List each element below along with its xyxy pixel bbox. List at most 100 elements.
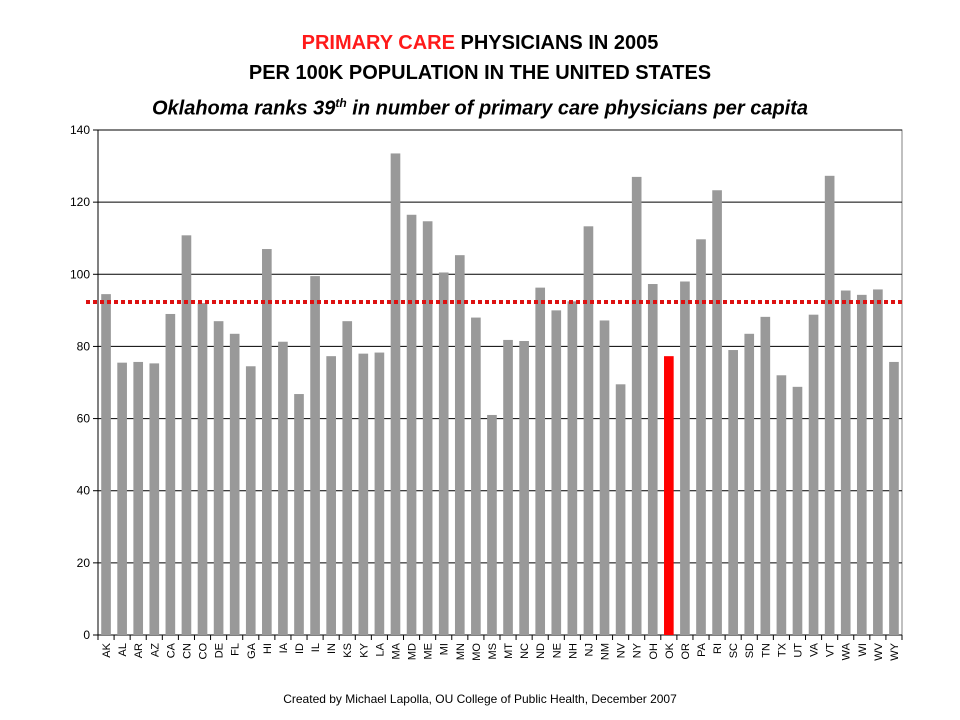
x-tick-label-ny: NY [632, 642, 644, 658]
x-tick-label-pa: PA [696, 642, 708, 657]
bar-ny [631, 176, 642, 635]
bar-tn [760, 316, 771, 635]
y-tick-label: 100 [70, 267, 90, 281]
chart-subtitle: Oklahoma ranks 39th in number of primary… [0, 88, 960, 124]
bar-ak [101, 294, 111, 635]
bar-oh [647, 284, 658, 635]
bar-in [326, 356, 336, 635]
x-tick-label-in: IN [326, 643, 338, 654]
bar-mt [503, 339, 513, 635]
y-tick-label: 80 [77, 339, 91, 353]
bar-ok [664, 356, 674, 635]
y-tick-label: 0 [83, 628, 90, 642]
bar-il [310, 276, 320, 635]
bar-mn [454, 255, 465, 636]
x-tick-label-nj: NJ [583, 643, 595, 656]
x-tick-label-hi: HI [262, 643, 274, 654]
bar-id [294, 394, 304, 635]
x-tick-label-mo: MO [471, 643, 483, 661]
x-tick-label-sd: SD [744, 643, 756, 658]
bar-ia [278, 341, 288, 635]
x-tick-label-ri: RI [712, 643, 724, 654]
x-tick-label-vt: VT [825, 643, 837, 657]
bar-co [197, 303, 208, 635]
x-tick-label-nv: NV [616, 642, 628, 658]
chart-title-block: PRIMARY CARE PHYSICIANS IN 2005 PER 100K… [0, 28, 960, 124]
bar-ne [551, 310, 562, 635]
bar-ar [133, 361, 144, 635]
x-tick-label-ak: AK [101, 642, 113, 657]
x-tick-label-al: AL [117, 643, 129, 656]
chart-title-rest: PHYSICIANS IN 2005 [454, 32, 659, 54]
x-tick-label-nc: NC [519, 643, 531, 659]
credit-line: Created by Michael Lapolla, OU College o… [283, 692, 677, 706]
x-tick-label-de: DE [214, 643, 226, 658]
x-tick-label-tn: TN [760, 643, 772, 658]
bar-nh [567, 301, 578, 635]
bar-tx [776, 375, 787, 635]
x-tick-label-ne: NE [551, 643, 563, 658]
x-tick-label-cn: CN [181, 643, 193, 659]
x-tick-label-wa: WA [841, 642, 853, 660]
x-tick-label-la: LA [374, 642, 386, 656]
x-tick-label-nm: NM [600, 643, 612, 660]
bar-ma [390, 153, 401, 636]
bar-wa [840, 290, 851, 635]
subtitle-post: in number of primary care physicians per… [346, 97, 809, 120]
bar-mo [471, 317, 481, 635]
bar-nv [615, 384, 626, 635]
x-tick-label-fl: FL [230, 643, 242, 656]
x-tick-label-nd: ND [535, 643, 547, 659]
bar-az [149, 363, 160, 635]
x-tick-label-ks: KS [342, 643, 354, 658]
x-tick-label-wy: WY [889, 642, 901, 660]
x-tick-label-az: AZ [149, 643, 161, 657]
y-tick-label: 120 [70, 195, 90, 209]
x-tick-label-ky: KY [358, 642, 370, 657]
bar-de [213, 321, 224, 635]
x-tick-label-ia: IA [278, 642, 290, 653]
x-tick-label-wi: WI [857, 643, 869, 656]
chart-title-line-2: PER 100K POPULATION IN THE UNITED STATES [248, 62, 712, 84]
x-tick-label-ar: AR [133, 643, 145, 658]
bar-ca [165, 313, 176, 635]
bar-ri [712, 190, 722, 635]
y-tick-label: 40 [77, 484, 91, 498]
y-tick-label: 20 [77, 556, 91, 570]
x-tick-label-ok: OK [664, 642, 676, 659]
x-tick-label-me: ME [423, 643, 435, 660]
bar-la [374, 352, 385, 635]
bar-ms [487, 414, 497, 635]
bar-or [680, 281, 690, 635]
bar-ut [792, 386, 803, 635]
bar-mi [438, 272, 449, 635]
x-tick-label-oh: OH [648, 643, 660, 660]
x-tick-label-co: CO [198, 643, 210, 660]
bar-ga [245, 366, 256, 635]
x-tick-label-ma: MA [390, 642, 402, 659]
bar-wy [889, 361, 899, 635]
bar-hi [262, 249, 272, 636]
bar-nd [535, 287, 546, 635]
x-tick-label-wv: WV [873, 642, 885, 660]
x-tick-label-id: ID [294, 643, 306, 654]
bar-md [406, 214, 417, 635]
x-tick-label-mn: MN [455, 643, 467, 660]
x-tick-label-ga: GA [246, 642, 258, 659]
y-tick-label: 60 [77, 412, 91, 426]
x-tick-label-tx: TX [776, 642, 788, 657]
bar-ky [358, 353, 369, 635]
bar-fl [229, 333, 240, 635]
bar-nc [519, 341, 529, 635]
subtitle-pre: Oklahoma ranks 39 [151, 97, 336, 120]
bar-al [117, 362, 127, 635]
x-tick-label-ut: UT [792, 643, 804, 658]
chart-title-line-1: PRIMARY CARE PHYSICIANS IN 2005 [0, 28, 960, 58]
x-tick-label-nh: NH [567, 643, 579, 659]
x-tick-label-il: IL [310, 643, 322, 652]
bar-me [422, 221, 433, 635]
x-tick-label-mi: MI [439, 643, 451, 655]
bar-ks [342, 321, 353, 635]
chart-title-red-part: PRIMARY CARE [301, 32, 455, 54]
